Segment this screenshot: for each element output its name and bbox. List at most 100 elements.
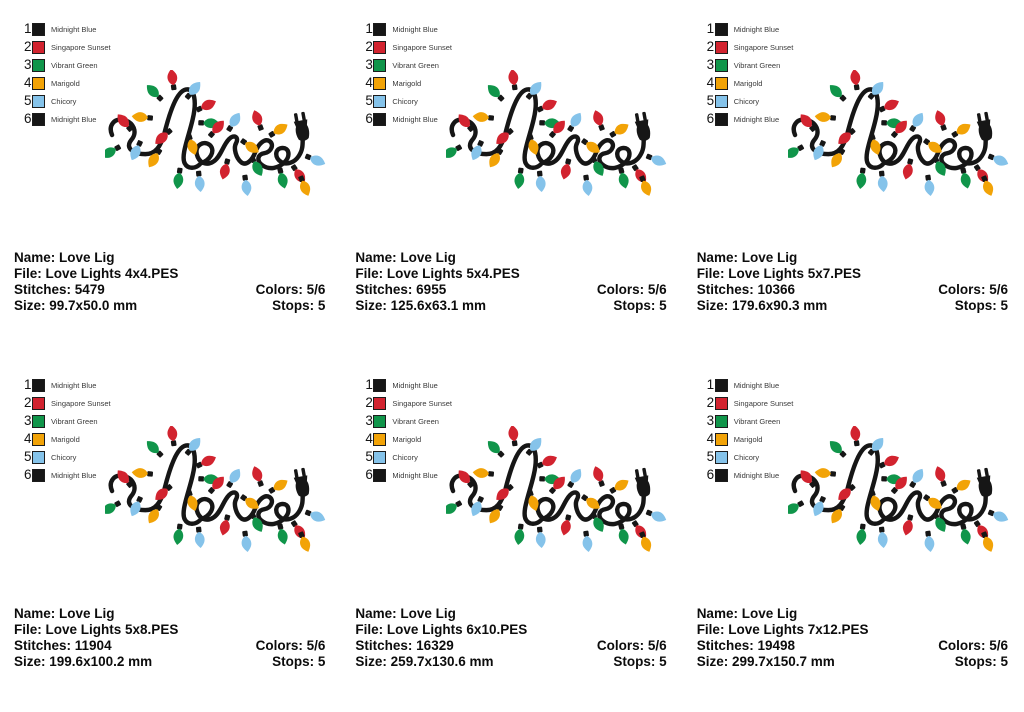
thread-number: 5 — [365, 93, 373, 109]
design-size: Size: 199.6x100.2 mm — [14, 654, 153, 669]
design-info-left: Name: Love Lig File: Love Lights 5x4.PES… — [355, 250, 666, 314]
thread-number: 2 — [365, 395, 373, 411]
thread-color-swatch — [714, 450, 728, 464]
love-lights-design — [446, 426, 678, 558]
thread-color-swatch — [373, 58, 387, 72]
thread-color-swatch — [32, 450, 45, 464]
thread-color-swatch — [714, 58, 728, 72]
thread-color-name: Singapore Sunset — [392, 398, 453, 408]
thread-color-name: Chicory — [392, 452, 418, 462]
thread-color-name: Midnight Blue — [733, 114, 780, 124]
thread-color-swatch — [373, 450, 387, 464]
legend-row: 4 Marigold — [358, 430, 452, 448]
legend-row: 5 Chicory — [700, 448, 794, 466]
design-info-left: Name: Love Lig File: Love Lights 4x4.PES… — [14, 250, 325, 314]
thread-color-legend: 1 Midnight Blue 2 Singapore Sunset 3 Vibran… — [700, 20, 794, 128]
legend-row: 3 Vibrant Green — [17, 56, 111, 74]
design-panel-4x4: 1 Midnight Blue 2 Singapore Sunset 3 Vibran… — [0, 0, 342, 356]
thread-color-swatch — [32, 378, 45, 392]
thread-color-swatch — [714, 468, 728, 482]
thread-color-name: Chicory — [733, 452, 760, 462]
thread-color-legend: 1 Midnight Blue 2 Singapore Sunset 3 Vibran… — [358, 20, 452, 128]
design-file: File: Love Lights 6x10.PES — [355, 622, 528, 637]
thread-color-swatch — [714, 432, 728, 446]
thread-color-name: Midnight Blue — [51, 470, 97, 480]
design-stops: Stops: 5 — [272, 654, 326, 669]
thread-color-name: Midnight Blue — [733, 24, 780, 34]
design-info-right: Colors: 5/6 Stops: 5 — [256, 638, 326, 670]
thread-color-swatch — [373, 40, 387, 54]
legend-row: 1 Midnight Blue — [17, 20, 111, 38]
thread-color-swatch — [373, 378, 387, 392]
design-name: Name: Love Lig — [696, 250, 798, 265]
thread-color-name: Vibrant Green — [392, 416, 439, 426]
thread-color-name: Midnight Blue — [51, 380, 97, 390]
legend-row: 5 Chicory — [358, 448, 452, 466]
thread-number: 6 — [365, 467, 373, 483]
thread-color-swatch — [32, 112, 45, 126]
thread-number: 1 — [23, 21, 32, 37]
legend-row: 1 Midnight Blue — [700, 376, 794, 394]
design-info-right: Colors: 5/6 Stops: 5 — [938, 638, 1008, 670]
thread-color-legend: 1 Midnight Blue 2 Singapore Sunset 3 Vibran… — [17, 376, 111, 484]
thread-color-swatch — [32, 468, 45, 482]
design-info: Name: Love Lig File: Love Lights 7x12.PE… — [697, 606, 1008, 670]
design-info-right: Colors: 5/6 Stops: 5 — [597, 282, 667, 314]
thread-number: 3 — [365, 413, 373, 429]
thread-color-legend: 1 Midnight Blue 2 Singapore Sunset 3 Vibran… — [700, 376, 794, 484]
thread-number: 6 — [706, 467, 715, 483]
design-file: File: Love Lights 5x7.PES — [696, 266, 862, 281]
thread-number: 5 — [706, 93, 715, 109]
thread-color-name: Chicory — [51, 96, 77, 106]
thread-number: 6 — [365, 111, 373, 127]
thread-color-swatch — [32, 58, 45, 72]
thread-number: 1 — [365, 21, 373, 37]
thread-color-swatch — [373, 468, 387, 482]
legend-row: 2 Singapore Sunset — [17, 394, 111, 412]
thread-color-name: Marigold — [733, 434, 763, 444]
legend-row: 3 Vibrant Green — [358, 412, 452, 430]
love-lights-design — [105, 426, 337, 558]
design-name: Name: Love Lig — [14, 606, 115, 621]
design-size: Size: 125.6x63.1 mm — [355, 298, 486, 313]
design-stitches: Stitches: 6955 — [355, 282, 447, 297]
legend-row: 2 Singapore Sunset — [700, 394, 793, 412]
thread-color-name: Midnight Blue — [733, 470, 780, 480]
legend-row: 6 Midnight Blue — [700, 466, 794, 484]
thread-color-swatch — [714, 414, 728, 428]
design-info-left: Name: Love Lig File: Love Lights 5x8.PES… — [14, 606, 325, 670]
thread-color-swatch — [714, 396, 728, 410]
thread-color-swatch — [32, 396, 45, 410]
thread-color-swatch — [373, 112, 387, 126]
design-stops: Stops: 5 — [954, 298, 1008, 313]
design-stitches: Stitches: 5479 — [14, 282, 105, 297]
thread-color-name: Midnight Blue — [733, 380, 780, 390]
design-info-right: Colors: 5/6 Stops: 5 — [597, 638, 667, 670]
design-stitches: Stitches: 10366 — [696, 282, 796, 297]
legend-row: 1 Midnight Blue — [358, 20, 452, 38]
legend-row: 6 Midnight Blue — [700, 110, 794, 128]
legend-row: 3 Vibrant Green — [17, 412, 111, 430]
thread-number: 2 — [23, 395, 32, 411]
thread-color-name: Midnight Blue — [392, 24, 438, 34]
design-info-left: Name: Love Lig File: Love Lights 7x12.PE… — [697, 606, 1008, 670]
thread-number: 5 — [365, 449, 373, 465]
thread-color-swatch — [373, 432, 387, 446]
thread-color-swatch — [32, 76, 45, 90]
thread-number: 2 — [706, 395, 715, 411]
thread-color-name: Vibrant Green — [392, 60, 439, 70]
design-info-left: Name: Love Lig File: Love Lights 5x7.PES… — [697, 250, 1008, 314]
thread-color-name: Marigold — [392, 434, 422, 444]
thread-number: 6 — [706, 111, 715, 127]
legend-row: 4 Marigold — [700, 430, 794, 448]
legend-row: 3 Vibrant Green — [700, 412, 794, 430]
thread-number: 3 — [706, 57, 715, 73]
thread-number: 5 — [23, 449, 32, 465]
design-colors: Colors: 5/6 — [255, 638, 326, 653]
thread-color-name: Midnight Blue — [392, 470, 438, 480]
thread-number: 1 — [706, 21, 715, 37]
thread-color-name: Midnight Blue — [392, 114, 438, 124]
thread-color-swatch — [32, 414, 45, 428]
thread-number: 2 — [706, 39, 715, 55]
design-file: File: Love Lights 5x4.PES — [355, 266, 520, 281]
